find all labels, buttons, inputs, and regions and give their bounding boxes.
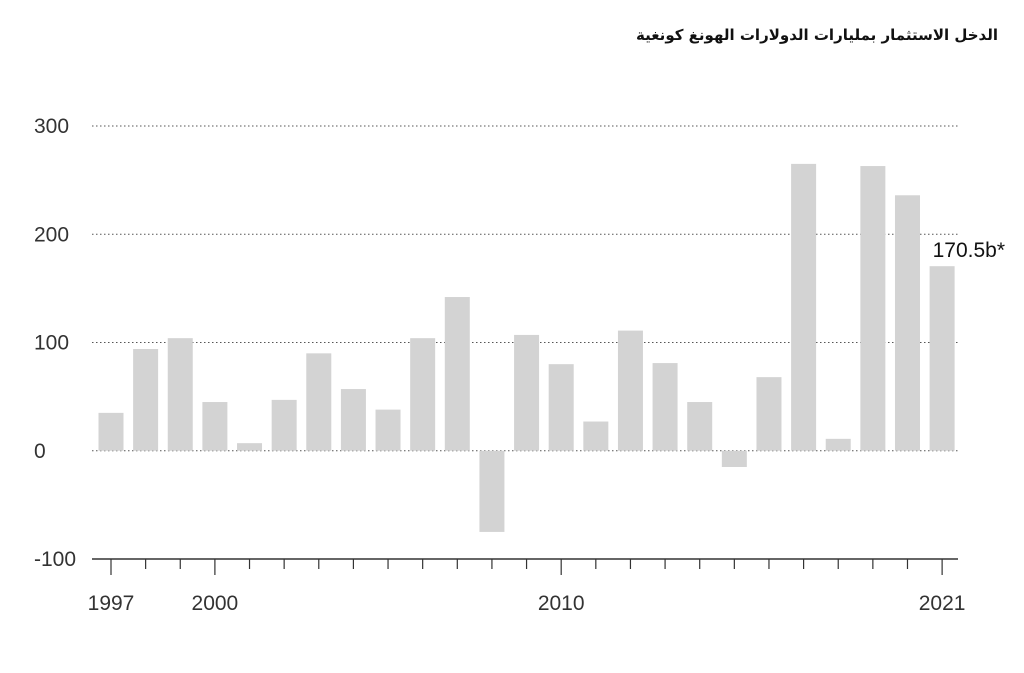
bar <box>202 402 228 451</box>
bar <box>375 409 401 451</box>
bar <box>894 195 920 451</box>
bar <box>306 353 332 451</box>
bar <box>479 450 505 532</box>
bar <box>756 377 782 451</box>
bar <box>410 338 436 451</box>
x-tick-label: 1997 <box>88 592 135 615</box>
bar <box>271 399 297 451</box>
x-axis <box>92 558 958 575</box>
bar <box>721 450 747 467</box>
bars <box>98 163 955 532</box>
bar <box>133 348 159 451</box>
y-tick-label: 0 <box>34 440 46 463</box>
bar <box>98 412 124 451</box>
bar <box>514 334 540 451</box>
y-tick-label: 100 <box>34 332 69 355</box>
x-tick-label: 2021 <box>919 592 966 615</box>
bar <box>860 166 886 451</box>
x-tick-label: 2010 <box>538 592 585 615</box>
y-tick-label: 200 <box>34 223 69 246</box>
value-annotation: 170.5b* <box>933 239 1005 262</box>
bar <box>167 338 193 451</box>
chart-title: الدخل الاستثمار بمليارات الدولارات الهون… <box>636 26 998 44</box>
bar <box>237 443 263 451</box>
bar <box>687 402 713 451</box>
labels: 300 200 100 0 -100 1997 2000 2010 2021 170.5b* <box>34 115 1005 615</box>
bar <box>929 266 955 451</box>
bar <box>791 163 817 451</box>
bar <box>548 364 574 451</box>
bar <box>340 389 366 451</box>
y-tick-label: 300 <box>34 115 69 138</box>
bar <box>617 330 643 451</box>
bar <box>444 297 470 451</box>
x-tick-label: 2000 <box>192 592 239 615</box>
bar <box>652 363 678 451</box>
bar <box>583 421 609 451</box>
bar <box>825 438 851 451</box>
y-tick-label: -100 <box>34 548 76 571</box>
